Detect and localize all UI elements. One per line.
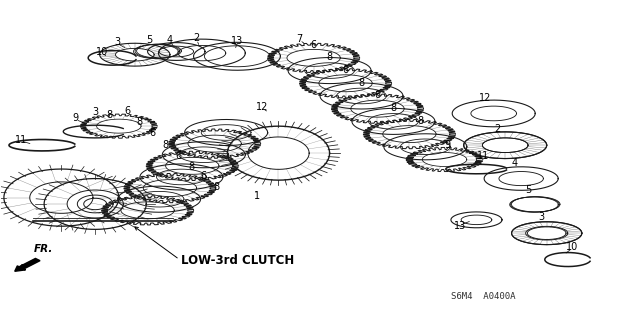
Text: 8: 8: [106, 110, 113, 120]
Text: 8: 8: [358, 78, 365, 88]
Text: LOW-3rd CLUTCH: LOW-3rd CLUTCH: [180, 254, 294, 267]
Text: 4: 4: [167, 35, 173, 45]
Text: 7: 7: [296, 34, 303, 44]
Text: 5: 5: [146, 35, 152, 45]
Text: 3: 3: [92, 108, 99, 117]
Text: 8: 8: [137, 117, 143, 127]
Text: 13: 13: [231, 36, 243, 46]
Text: 9: 9: [72, 113, 79, 123]
Text: 5: 5: [525, 185, 531, 195]
Text: 8: 8: [163, 140, 168, 150]
Text: 2: 2: [194, 33, 200, 43]
Text: 12: 12: [257, 102, 269, 112]
Text: 6: 6: [201, 171, 207, 181]
Text: 8: 8: [326, 52, 333, 62]
Text: 4: 4: [512, 158, 518, 168]
Text: 6: 6: [124, 106, 130, 116]
Text: 8: 8: [418, 116, 424, 126]
Text: 6: 6: [150, 129, 156, 138]
Text: 10: 10: [95, 47, 108, 56]
Text: 3: 3: [538, 212, 545, 222]
Text: 11: 11: [477, 151, 489, 161]
FancyArrow shape: [15, 258, 40, 271]
Text: 6: 6: [374, 90, 381, 100]
Text: 8: 8: [390, 103, 397, 113]
Text: 6: 6: [175, 151, 181, 161]
Text: FR.: FR.: [34, 244, 53, 254]
Text: 10: 10: [566, 242, 579, 252]
Text: 13: 13: [454, 221, 467, 231]
Text: 8: 8: [188, 162, 194, 172]
Text: 8: 8: [214, 182, 220, 192]
Text: 1: 1: [254, 191, 260, 201]
Text: 2: 2: [495, 124, 500, 134]
Text: S6M4  A0400A: S6M4 A0400A: [451, 292, 515, 301]
Text: 3: 3: [114, 37, 120, 47]
Text: 9: 9: [445, 140, 451, 150]
Text: 6: 6: [310, 40, 317, 49]
Text: 12: 12: [479, 93, 491, 103]
Text: 11: 11: [15, 135, 28, 145]
Text: 6: 6: [342, 65, 349, 75]
